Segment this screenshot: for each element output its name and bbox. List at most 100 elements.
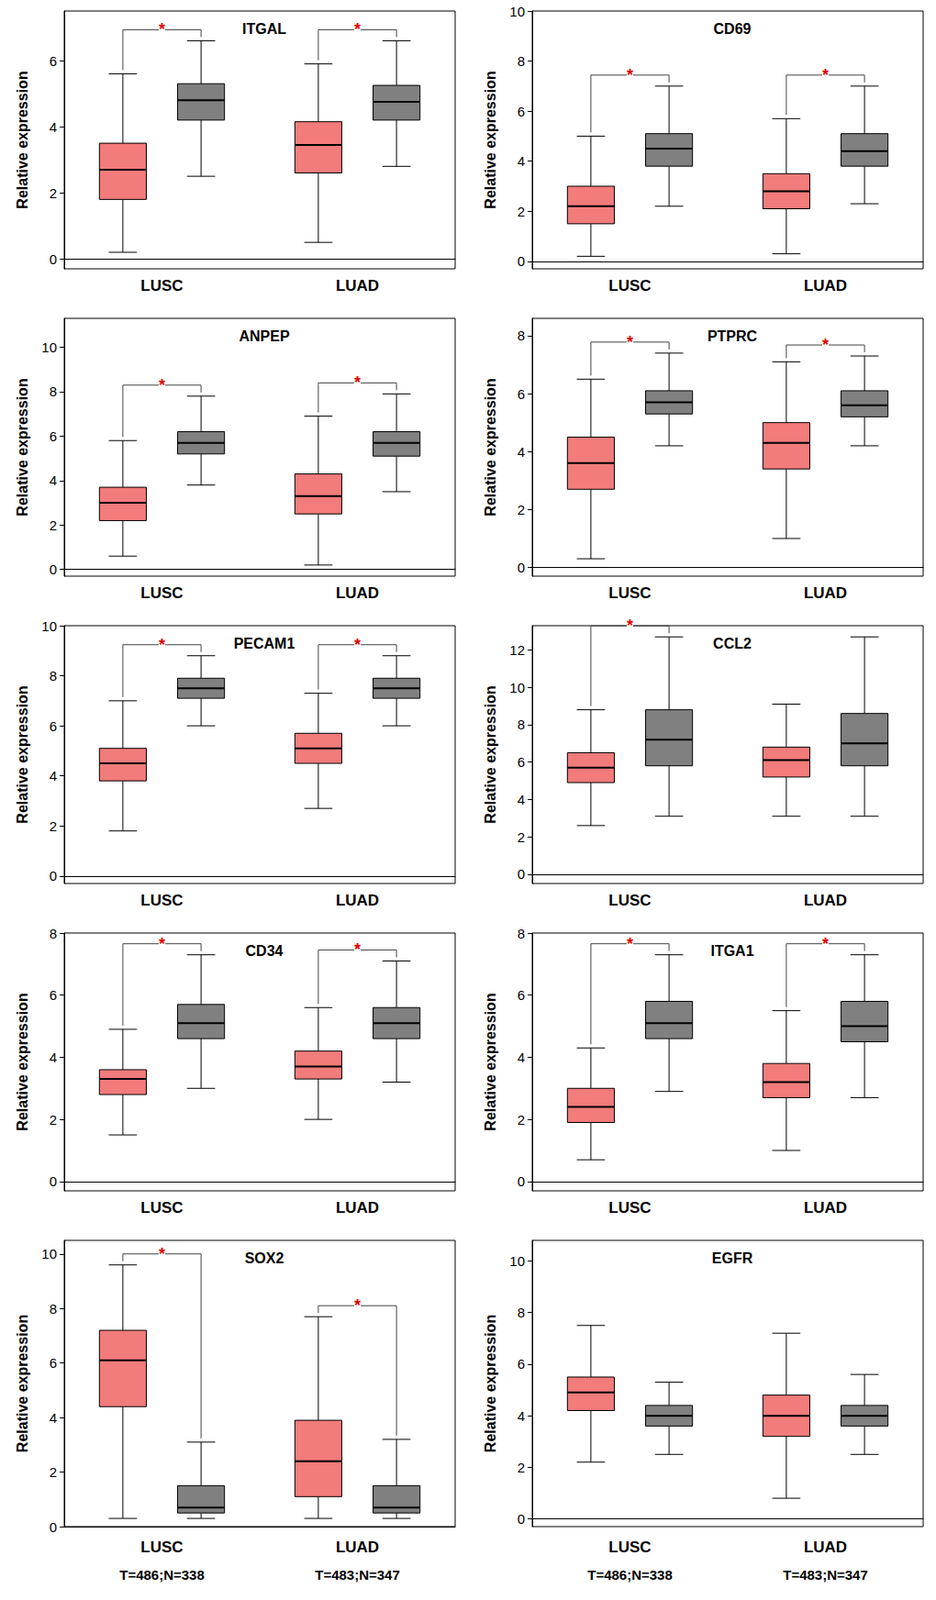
- svg-text:LUSC: LUSC: [140, 891, 183, 910]
- svg-text:LUAD: LUAD: [803, 584, 847, 602]
- svg-text:8: 8: [49, 1301, 57, 1317]
- svg-text:8: 8: [517, 327, 525, 344]
- svg-text:4: 4: [49, 1410, 57, 1427]
- svg-text:PECAM1: PECAM1: [234, 635, 296, 652]
- svg-text:LUSC: LUSC: [608, 1199, 651, 1217]
- svg-text:LUSC: LUSC: [608, 277, 651, 295]
- svg-text:Relative expression: Relative expression: [482, 992, 499, 1131]
- svg-text:8: 8: [517, 925, 525, 942]
- svg-text:LUAD: LUAD: [335, 584, 379, 602]
- svg-text:2: 2: [49, 1464, 57, 1481]
- svg-text:*: *: [822, 935, 829, 954]
- svg-text:*: *: [354, 20, 361, 39]
- svg-text:*: *: [626, 935, 634, 954]
- svg-text:LUSC: LUSC: [140, 1199, 183, 1217]
- svg-text:2: 2: [517, 203, 525, 220]
- svg-text:LUAD: LUAD: [335, 277, 379, 295]
- svg-text:LUAD: LUAD: [803, 277, 847, 295]
- svg-text:6: 6: [517, 103, 525, 120]
- svg-text:CD34: CD34: [245, 943, 284, 959]
- svg-text:ITGA1: ITGA1: [710, 943, 754, 959]
- svg-text:0: 0: [517, 559, 525, 576]
- svg-text:8: 8: [517, 1304, 525, 1321]
- svg-text:*: *: [158, 1245, 166, 1264]
- svg-text:LUSC: LUSC: [608, 891, 651, 910]
- svg-text:0: 0: [517, 1173, 525, 1190]
- svg-text:4: 4: [517, 444, 525, 460]
- svg-text:*: *: [354, 940, 361, 959]
- svg-text:*: *: [822, 66, 829, 85]
- svg-text:ANPEP: ANPEP: [238, 328, 290, 345]
- svg-text:T=483;N=347: T=483;N=347: [314, 1567, 401, 1583]
- svg-text:*: *: [626, 333, 634, 352]
- svg-text:4: 4: [517, 153, 525, 169]
- svg-text:10: 10: [509, 679, 525, 696]
- svg-text:6: 6: [49, 53, 57, 69]
- svg-text:0: 0: [49, 561, 57, 578]
- svg-text:4: 4: [49, 1049, 57, 1066]
- svg-text:2: 2: [49, 1112, 57, 1128]
- svg-text:6: 6: [517, 386, 525, 402]
- svg-text:0: 0: [49, 1519, 57, 1536]
- svg-text:T=486;N=338: T=486;N=338: [119, 1567, 205, 1583]
- svg-text:LUAD: LUAD: [803, 1199, 847, 1217]
- svg-text:LUAD: LUAD: [335, 1199, 379, 1217]
- svg-text:*: *: [354, 1296, 361, 1315]
- svg-text:Relative expression: Relative expression: [14, 378, 31, 516]
- svg-text:*: *: [354, 635, 361, 655]
- svg-text:*: *: [354, 373, 361, 392]
- svg-text:6: 6: [517, 1356, 525, 1372]
- svg-text:ITGAL: ITGAL: [242, 21, 287, 37]
- svg-text:10: 10: [509, 1253, 525, 1270]
- svg-text:6: 6: [517, 754, 525, 770]
- svg-text:2: 2: [517, 1112, 525, 1128]
- svg-text:PTPRC: PTPRC: [707, 328, 758, 345]
- svg-text:8: 8: [49, 383, 57, 400]
- svg-text:*: *: [158, 635, 166, 655]
- svg-text:6: 6: [49, 987, 57, 1003]
- svg-text:8: 8: [49, 925, 57, 942]
- svg-text:8: 8: [517, 716, 525, 733]
- svg-text:*: *: [158, 376, 166, 395]
- svg-text:0: 0: [517, 866, 525, 882]
- svg-text:*: *: [626, 66, 634, 85]
- svg-text:*: *: [626, 616, 634, 636]
- svg-text:2: 2: [517, 829, 525, 846]
- svg-text:EGFR: EGFR: [712, 1250, 754, 1267]
- svg-text:2: 2: [49, 517, 57, 534]
- svg-text:*: *: [822, 335, 829, 355]
- svg-text:4: 4: [517, 1049, 525, 1066]
- svg-text:6: 6: [49, 428, 57, 445]
- svg-text:LUSC: LUSC: [608, 584, 651, 602]
- svg-text:6: 6: [49, 1355, 57, 1371]
- svg-text:0: 0: [49, 251, 57, 268]
- svg-text:2: 2: [49, 818, 57, 835]
- svg-text:4: 4: [517, 791, 525, 808]
- svg-text:Relative expression: Relative expression: [482, 378, 499, 516]
- svg-text:10: 10: [509, 3, 525, 20]
- svg-text:Relative expression: Relative expression: [482, 685, 499, 824]
- svg-text:SOX2: SOX2: [245, 1250, 285, 1267]
- svg-text:2: 2: [49, 185, 57, 201]
- svg-text:4: 4: [49, 119, 57, 135]
- svg-text:LUSC: LUSC: [140, 584, 183, 602]
- svg-text:6: 6: [49, 718, 57, 735]
- svg-text:4: 4: [517, 1408, 525, 1425]
- svg-text:Relative expression: Relative expression: [14, 992, 31, 1131]
- svg-text:LUSC: LUSC: [608, 1538, 651, 1557]
- svg-text:0: 0: [517, 1511, 525, 1527]
- svg-text:Relative expression: Relative expression: [14, 1314, 31, 1453]
- svg-text:*: *: [158, 20, 166, 39]
- svg-text:Relative expression: Relative expression: [14, 685, 31, 824]
- svg-text:8: 8: [517, 53, 525, 69]
- svg-text:12: 12: [509, 642, 525, 658]
- svg-text:LUAD: LUAD: [335, 1538, 379, 1557]
- svg-text:10: 10: [41, 339, 57, 356]
- svg-text:10: 10: [41, 1246, 57, 1262]
- svg-text:T=483;N=347: T=483;N=347: [782, 1567, 869, 1583]
- svg-text:CCL2: CCL2: [713, 635, 752, 652]
- svg-text:0: 0: [517, 253, 525, 269]
- svg-text:Relative expression: Relative expression: [482, 70, 499, 209]
- svg-text:LUAD: LUAD: [335, 891, 379, 910]
- svg-text:0: 0: [49, 1173, 57, 1190]
